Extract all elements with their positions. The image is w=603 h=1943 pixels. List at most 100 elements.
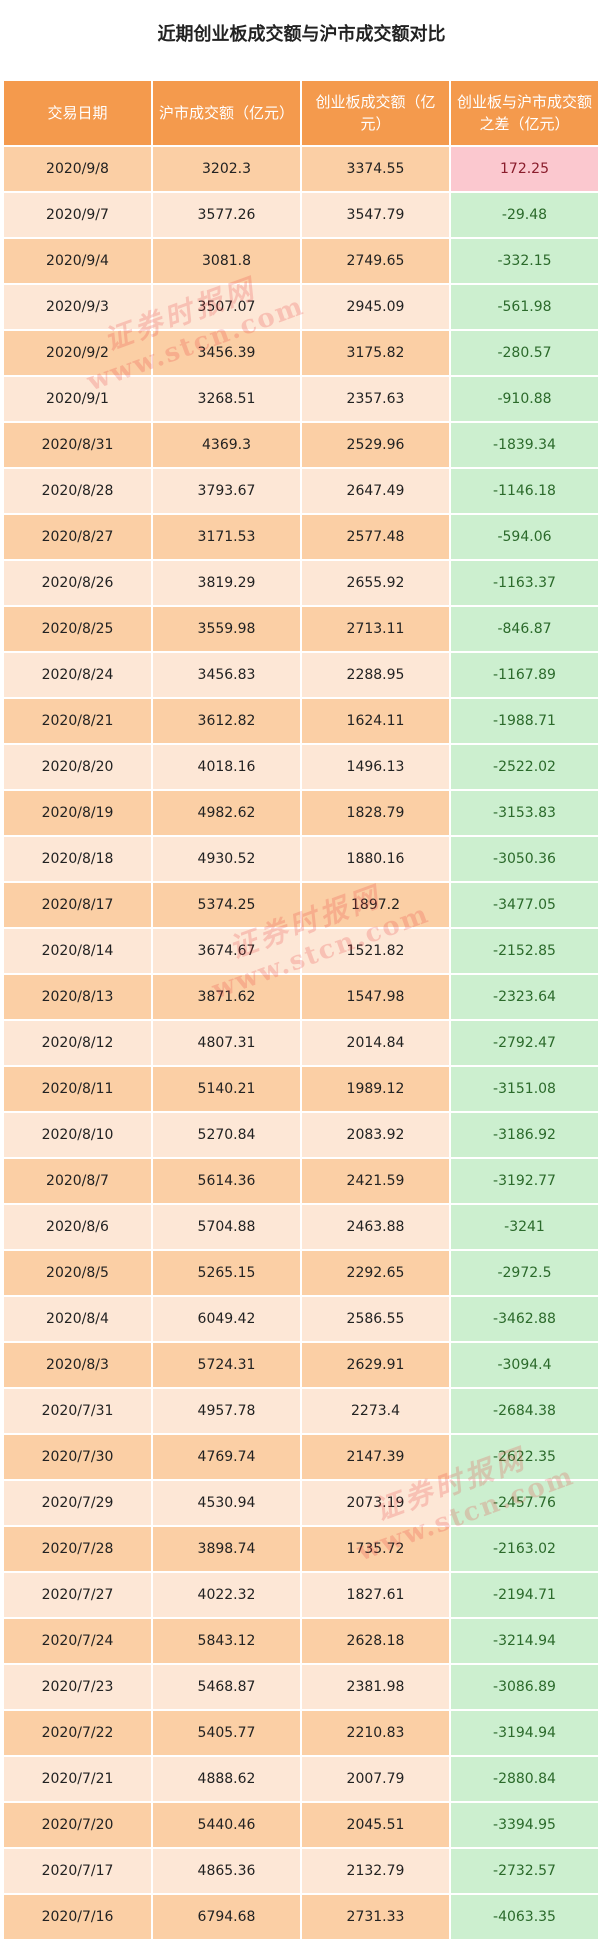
cell-sh-volume: 3819.29 <box>153 561 300 605</box>
table-row: 2020/8/12 4807.31 2014.84 -2792.47 <box>4 1021 598 1065</box>
cell-difference: -3194.94 <box>451 1711 598 1755</box>
table-row: 2020/9/1 3268.51 2357.63 -910.88 <box>4 377 598 421</box>
table-row: 2020/9/2 3456.39 3175.82 -280.57 <box>4 331 598 375</box>
cell-cyb-volume: 1496.13 <box>302 745 449 789</box>
table-row: 2020/7/20 5440.46 2045.51 -3394.95 <box>4 1803 598 1847</box>
header-cyb-volume: 创业板成交额（亿元） <box>302 81 449 145</box>
cell-sh-volume: 6794.68 <box>153 1895 300 1939</box>
table-title: 近期创业板成交额与沪市成交额对比 <box>157 24 446 45</box>
cell-cyb-volume: 1547.98 <box>302 975 449 1019</box>
cell-difference: -561.98 <box>451 285 598 329</box>
table-row: 2020/8/26 3819.29 2655.92 -1163.37 <box>4 561 598 605</box>
cell-difference: -2163.02 <box>451 1527 598 1571</box>
cell-difference: -846.87 <box>451 607 598 651</box>
cell-date: 2020/8/19 <box>4 791 151 835</box>
table-row: 2020/8/10 5270.84 2083.92 -3186.92 <box>4 1113 598 1157</box>
cell-difference: -2457.76 <box>451 1481 598 1525</box>
cell-cyb-volume: 2014.84 <box>302 1021 449 1065</box>
cell-date: 2020/7/16 <box>4 1895 151 1939</box>
cell-date: 2020/8/25 <box>4 607 151 651</box>
table-row: 2020/7/31 4957.78 2273.4 -2684.38 <box>4 1389 598 1433</box>
table-row: 2020/7/23 5468.87 2381.98 -3086.89 <box>4 1665 598 1709</box>
cell-sh-volume: 5265.15 <box>153 1251 300 1295</box>
table-row: 2020/8/11 5140.21 1989.12 -3151.08 <box>4 1067 598 1111</box>
cell-sh-volume: 3202.3 <box>153 147 300 191</box>
cell-sh-volume: 3456.83 <box>153 653 300 697</box>
cell-cyb-volume: 2083.92 <box>302 1113 449 1157</box>
cell-difference: -2522.02 <box>451 745 598 789</box>
cell-difference: -3477.05 <box>451 883 598 927</box>
cell-sh-volume: 3793.67 <box>153 469 300 513</box>
cell-sh-volume: 3898.74 <box>153 1527 300 1571</box>
cell-date: 2020/8/24 <box>4 653 151 697</box>
cell-sh-volume: 4865.36 <box>153 1849 300 1893</box>
table-row: 2020/8/17 5374.25 1897.2 -3477.05 <box>4 883 598 927</box>
cell-cyb-volume: 3374.55 <box>302 147 449 191</box>
cell-date: 2020/8/4 <box>4 1297 151 1341</box>
cell-cyb-volume: 1897.2 <box>302 883 449 927</box>
cell-cyb-volume: 2421.59 <box>302 1159 449 1203</box>
cell-sh-volume: 3612.82 <box>153 699 300 743</box>
cell-date: 2020/8/7 <box>4 1159 151 1203</box>
cell-difference: -3462.88 <box>451 1297 598 1341</box>
cell-sh-volume: 5270.84 <box>153 1113 300 1157</box>
table-row: 2020/8/13 3871.62 1547.98 -2323.64 <box>4 975 598 1019</box>
cell-date: 2020/7/23 <box>4 1665 151 1709</box>
cell-date: 2020/7/31 <box>4 1389 151 1433</box>
cell-difference: -3050.36 <box>451 837 598 881</box>
cell-difference: -3086.89 <box>451 1665 598 1709</box>
table-row: 2020/8/27 3171.53 2577.48 -594.06 <box>4 515 598 559</box>
cell-sh-volume: 3456.39 <box>153 331 300 375</box>
table-row: 2020/8/31 4369.3 2529.96 -1839.34 <box>4 423 598 467</box>
cell-date: 2020/7/29 <box>4 1481 151 1525</box>
cell-cyb-volume: 2045.51 <box>302 1803 449 1847</box>
cell-cyb-volume: 1735.72 <box>302 1527 449 1571</box>
cell-difference: -4063.35 <box>451 1895 598 1939</box>
table-row: 2020/9/3 3507.07 2945.09 -561.98 <box>4 285 598 329</box>
cell-date: 2020/9/8 <box>4 147 151 191</box>
cell-difference: -280.57 <box>451 331 598 375</box>
cell-date: 2020/9/1 <box>4 377 151 421</box>
cell-date: 2020/8/5 <box>4 1251 151 1295</box>
cell-difference: -2323.64 <box>451 975 598 1019</box>
table-row: 2020/7/17 4865.36 2132.79 -2732.57 <box>4 1849 598 1893</box>
cell-sh-volume: 5843.12 <box>153 1619 300 1663</box>
cell-sh-volume: 6049.42 <box>153 1297 300 1341</box>
cell-difference: -594.06 <box>451 515 598 559</box>
cell-cyb-volume: 1521.82 <box>302 929 449 973</box>
table-row: 2020/8/18 4930.52 1880.16 -3050.36 <box>4 837 598 881</box>
cell-date: 2020/8/27 <box>4 515 151 559</box>
cell-sh-volume: 3268.51 <box>153 377 300 421</box>
cell-difference: -3214.94 <box>451 1619 598 1663</box>
cell-date: 2020/8/3 <box>4 1343 151 1387</box>
cell-cyb-volume: 3547.79 <box>302 193 449 237</box>
cell-sh-volume: 4807.31 <box>153 1021 300 1065</box>
cell-sh-volume: 5724.31 <box>153 1343 300 1387</box>
table-row: 2020/8/19 4982.62 1828.79 -3153.83 <box>4 791 598 835</box>
cell-cyb-volume: 2132.79 <box>302 1849 449 1893</box>
cell-sh-volume: 5140.21 <box>153 1067 300 1111</box>
table-body: 2020/9/8 3202.3 3374.55 172.25 2020/9/7 3577.… <box>4 147 598 1939</box>
cell-difference: -2622.35 <box>451 1435 598 1479</box>
cell-sh-volume: 5440.46 <box>153 1803 300 1847</box>
cell-cyb-volume: 2586.55 <box>302 1297 449 1341</box>
cell-difference: -1163.37 <box>451 561 598 605</box>
cell-difference: -3241 <box>451 1205 598 1249</box>
cell-cyb-volume: 2713.11 <box>302 607 449 651</box>
cell-difference: -910.88 <box>451 377 598 421</box>
cell-cyb-volume: 2655.92 <box>302 561 449 605</box>
cell-sh-volume: 3577.26 <box>153 193 300 237</box>
cell-cyb-volume: 1624.11 <box>302 699 449 743</box>
cell-date: 2020/8/17 <box>4 883 151 927</box>
table-row: 2020/8/14 3674.67 1521.82 -2152.85 <box>4 929 598 973</box>
cell-cyb-volume: 2292.65 <box>302 1251 449 1295</box>
cell-cyb-volume: 2288.95 <box>302 653 449 697</box>
cell-date: 2020/8/14 <box>4 929 151 973</box>
cell-sh-volume: 3559.98 <box>153 607 300 651</box>
cell-sh-volume: 4369.3 <box>153 423 300 467</box>
cell-difference: -1167.89 <box>451 653 598 697</box>
cell-cyb-volume: 2945.09 <box>302 285 449 329</box>
cell-sh-volume: 3171.53 <box>153 515 300 559</box>
cell-sh-volume: 5614.36 <box>153 1159 300 1203</box>
cell-difference: -3186.92 <box>451 1113 598 1157</box>
